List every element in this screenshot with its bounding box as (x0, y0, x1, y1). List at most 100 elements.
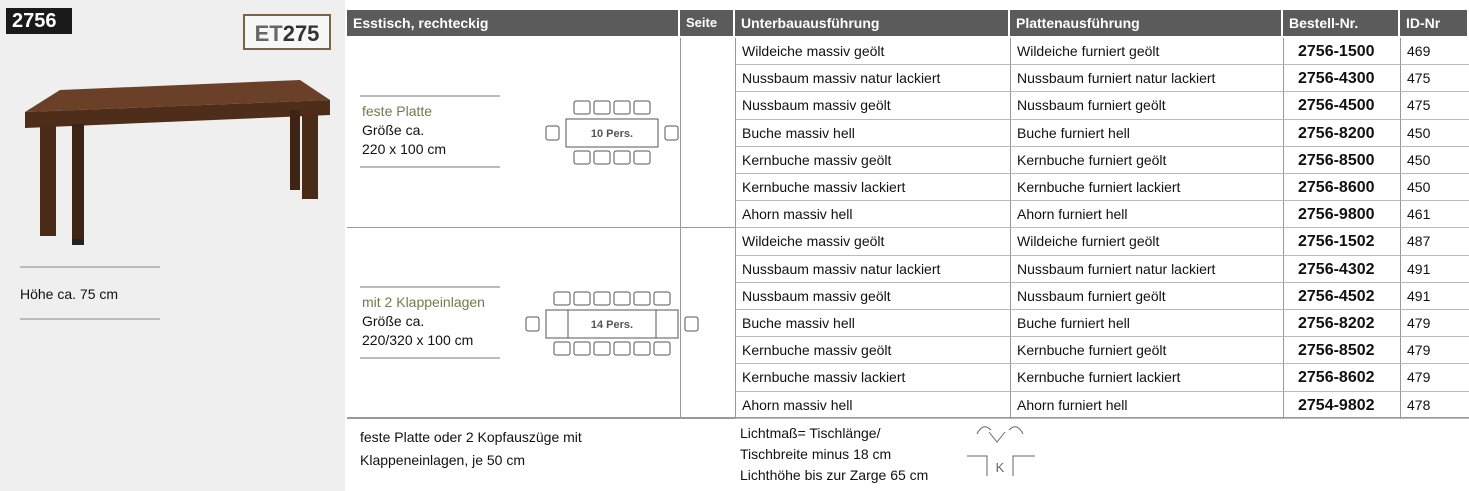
id-number: 491 (1400, 282, 1469, 310)
base-finish: Ahorn massiv hell (735, 391, 1010, 419)
id-number: 475 (1400, 92, 1469, 120)
top-finish: Kernbuche furniert lackiert (1010, 174, 1283, 202)
chair (573, 341, 591, 356)
persons: 14 Pers. (591, 319, 633, 331)
light-line: Lichthöhe bis zur Zarge 65 cm (740, 467, 929, 483)
order-number: 2756-8202 (1283, 310, 1400, 338)
base-finish: Wildeiche massiv geölt (735, 38, 1010, 66)
order-number: 2756-4500 (1283, 92, 1400, 120)
column-header: ID-Nr (1400, 10, 1467, 36)
code-prefix: ET (254, 21, 283, 46)
id-number: 478 (1400, 391, 1469, 419)
top-finish: Wildeiche furniert geölt (1010, 228, 1283, 256)
id-number: 461 (1400, 201, 1469, 229)
chair (613, 100, 631, 115)
size: 220 x 100 cm (362, 141, 447, 158)
light-icon: K (967, 426, 1035, 476)
base-finish: Nussbaum massiv geölt (735, 282, 1010, 310)
base-finish: Kernbuche massiv geölt (735, 337, 1010, 365)
id-number: 491 (1400, 255, 1469, 283)
chair (593, 291, 611, 306)
top-finish: Nussbaum furniert natur lackiert (1010, 65, 1283, 93)
id-number: 475 (1400, 65, 1469, 93)
base-finish: Nussbaum massiv geölt (735, 92, 1010, 120)
column-rule (680, 228, 681, 419)
icon-label: K (996, 460, 1005, 475)
order-number: 2756-1500 (1283, 38, 1400, 66)
variant: mit 2 Klappeinlagen (362, 293, 485, 310)
id-number: 479 (1400, 364, 1469, 392)
chair (613, 291, 631, 306)
order-number: 2756-8200 (1283, 119, 1400, 147)
chair (653, 291, 671, 306)
chair (684, 316, 699, 332)
rule (360, 166, 500, 169)
rule (360, 356, 500, 359)
id-number: 479 (1400, 310, 1469, 338)
top-finish: Wildeiche furniert geölt (1010, 38, 1283, 66)
chair (573, 100, 591, 115)
size: 220/320 x 100 cm (362, 331, 474, 348)
chair (573, 150, 591, 165)
base-finish: Nussbaum massiv natur lackiert (735, 255, 1010, 283)
chair (633, 291, 651, 306)
id-number: 450 (1400, 174, 1469, 202)
chair (593, 150, 611, 165)
order-number: 2756-8602 (1283, 364, 1400, 392)
seating-diagram: 10 Pers. (545, 100, 679, 165)
column-header: Unterbauausführung (735, 10, 1008, 36)
chair (633, 100, 651, 115)
order-number: 2756-1502 (1283, 228, 1400, 256)
variant: feste Platte (362, 103, 433, 120)
column-header: Bestell-Nr. (1283, 10, 1398, 36)
code-box: ET275 (243, 14, 331, 50)
base-finish: Kernbuche massiv lackiert (735, 364, 1010, 392)
light-line: Tischbreite minus 18 cm (740, 446, 892, 462)
size-label: Größe ca. (362, 122, 425, 139)
column-header: Plattenausführung (1010, 10, 1281, 36)
persons: 10 Pers. (591, 128, 633, 140)
chair (613, 341, 631, 356)
base-finish: Ahorn massiv hell (735, 201, 1010, 229)
top-finish: Kernbuche furniert geölt (1010, 337, 1283, 365)
chair (633, 150, 651, 165)
top-finish: Kernbuche furniert lackiert (1010, 364, 1283, 392)
order-number: 2756-8500 (1283, 146, 1400, 174)
footer-note: feste Platte oder 2 Kopfauszüge mit Klap… (360, 426, 582, 472)
order-number: 2756-4302 (1283, 255, 1400, 283)
top-finish: Kernbuche furniert geölt (1010, 146, 1283, 174)
order-number: 2756-8600 (1283, 174, 1400, 202)
id-number: 479 (1400, 337, 1469, 365)
base-finish: Kernbuche massiv lackiert (735, 174, 1010, 202)
chair (593, 100, 611, 115)
product-image (25, 80, 330, 245)
id-number: 469 (1400, 38, 1469, 66)
column-rule (680, 38, 681, 229)
product-panel: 2756 ET275 Höhe ca. 75 cm (0, 0, 345, 491)
top-finish: Nussbaum furniert natur lackiert (1010, 255, 1283, 283)
light-line: Lichtmaß= Tischlänge/ (740, 425, 881, 441)
rule (347, 417, 1469, 418)
rule (360, 285, 500, 288)
note-line: Klappeneinlagen, je 50 cm (360, 452, 526, 468)
table-top (565, 118, 659, 148)
chair (613, 150, 631, 165)
order-number: 2754-9802 (1283, 391, 1400, 419)
article-number: 2756 (6, 8, 72, 34)
base-finish: Buche massiv hell (735, 310, 1010, 338)
chair (664, 125, 679, 141)
size-label: Größe ca. (362, 312, 425, 329)
column-header: Esstisch, rechteckig (347, 10, 678, 36)
column-header: Seite (680, 10, 733, 36)
top-finish: Nussbaum furniert geölt (1010, 282, 1283, 310)
top-finish: Buche furniert hell (1010, 310, 1283, 338)
light-note: Lichtmaß= Tischlänge/ Tischbreite minus … (740, 423, 928, 486)
id-number: 487 (1400, 228, 1469, 256)
code-number: 275 (282, 21, 320, 46)
rule (20, 318, 160, 320)
chair (633, 341, 651, 356)
chair (525, 316, 540, 332)
base-finish: Kernbuche massiv geölt (735, 146, 1010, 174)
order-number: 2756-4502 (1283, 282, 1400, 310)
